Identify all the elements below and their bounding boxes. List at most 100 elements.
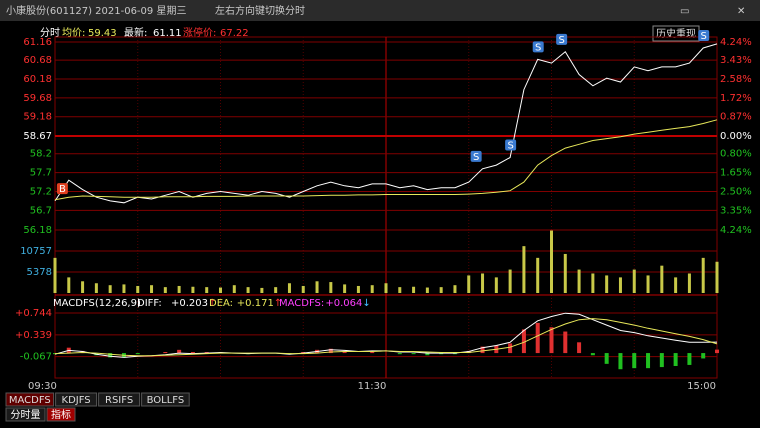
y2-tick-label: 0.80% [720, 149, 752, 160]
y2-tick-label: 4.24% [720, 37, 752, 48]
y2-tick-label: 1.72% [720, 93, 752, 104]
avg-value: 59.43 [88, 28, 117, 39]
volume-bar [660, 265, 664, 293]
y-tick-label: 60.18 [23, 74, 52, 85]
volume-bar [550, 230, 553, 293]
macd-bar [177, 349, 182, 354]
macd-bar [108, 353, 113, 358]
avg-label: 均价: [62, 27, 85, 39]
close-button[interactable]: ✕ [737, 6, 745, 17]
volume-bar [108, 285, 112, 293]
y2-tick-label: 1.65% [720, 168, 752, 179]
trade-marker-label: S [535, 42, 541, 53]
bottom-tab-label[interactable]: 分时量 [11, 409, 41, 421]
trade-marker-label: S [507, 141, 513, 152]
y-tick-label: 59.18 [23, 112, 52, 123]
y-tick-label: 10757 [20, 246, 52, 257]
volume-bar [646, 275, 650, 293]
macd-bar [715, 349, 719, 354]
volume-bar [136, 285, 140, 293]
volume-bar [481, 273, 485, 293]
bottom-tab[interactable] [46, 407, 76, 422]
macd-bar [53, 353, 57, 355]
volume-bar [81, 281, 85, 293]
volume-bar [191, 286, 195, 293]
volume-bar [536, 257, 540, 293]
tab-label[interactable]: MACDFS [9, 395, 51, 406]
tab[interactable] [141, 392, 190, 407]
x-tick-label: 11:30 [358, 381, 387, 392]
macd-stat-arrow: ↑ [208, 298, 216, 309]
volume-bar [356, 285, 360, 293]
limit-value: 67.22 [220, 28, 249, 39]
y-tick-label: 56.7 [30, 205, 52, 216]
volume-bar [150, 285, 154, 293]
volume-bar [53, 257, 57, 293]
volume-bar [246, 287, 250, 293]
y-tick-label: 61.16 [23, 37, 52, 48]
volume-bar [232, 285, 236, 293]
minimize-button[interactable]: ▭ [680, 6, 689, 17]
macd-bar [508, 343, 513, 354]
volume-bar [287, 283, 291, 293]
title-bar [0, 0, 760, 21]
window-title: 小康股份(601127) 2021-06-09 星期三 [6, 4, 186, 17]
volume-bar [563, 253, 567, 293]
y2-tick-label: 2.50% [720, 186, 752, 197]
macd-bar [590, 353, 595, 356]
macd-stat-arrow: ↑ [274, 298, 282, 309]
tab[interactable] [98, 392, 141, 407]
trade-marker-label: S [558, 35, 564, 46]
volume-bar [577, 269, 581, 293]
volume-bar [67, 277, 71, 293]
volume-bar [618, 277, 622, 293]
volume-bar [605, 275, 609, 293]
macd-bar [577, 342, 582, 354]
macd-bar [411, 353, 416, 355]
macd-bar [370, 352, 375, 354]
volume-bar [384, 283, 388, 293]
y2-tick-label: 3.35% [720, 205, 752, 216]
volume-bar [591, 273, 595, 293]
tab[interactable] [55, 392, 98, 407]
price-line [54, 43, 718, 204]
macd-stat-value: +0.171 [237, 298, 274, 309]
volume-bar [205, 287, 209, 293]
trade-marker [470, 150, 482, 162]
tab-label[interactable]: KDJFS [62, 395, 91, 406]
mode-label: 分时 [40, 27, 60, 39]
macd-stat-label: MACDFS: [279, 298, 324, 309]
volume-bar [632, 269, 636, 293]
volume-bar [315, 281, 319, 293]
bottom-tab-label[interactable]: 指标 [51, 408, 71, 421]
trade-marker [505, 139, 517, 151]
y2-tick-label: 2.58% [720, 74, 752, 85]
tab[interactable] [5, 392, 55, 407]
volume-bar [453, 285, 457, 293]
y-tick-label: 58.2 [30, 149, 52, 160]
history-button-label[interactable]: 历史重现 [656, 27, 696, 40]
macd-bar [687, 353, 692, 365]
avg-line [54, 119, 718, 201]
tab-label[interactable]: RSIFS [105, 395, 133, 406]
trade-marker-label: S [701, 31, 707, 42]
macd-bar [646, 353, 651, 369]
macd-bar [701, 353, 706, 359]
volume-bar [701, 257, 705, 293]
volume-bar [301, 285, 305, 293]
bottom-tab[interactable] [5, 407, 46, 422]
tab-label[interactable]: BOLLFS [147, 395, 185, 406]
y-tick-label: 56.18 [23, 225, 52, 236]
y-tick-label: +0.744 [15, 308, 52, 319]
volume-bar [219, 287, 222, 293]
macd-bar [328, 348, 333, 354]
volume-bar [687, 273, 691, 293]
last-value: 61.11 [153, 28, 182, 39]
macd-bar [535, 322, 540, 354]
macd-stat-value: +0.203 [171, 298, 208, 309]
macd-bar [618, 353, 623, 370]
macd-stat-label: DIFF: [137, 298, 162, 309]
trade-marker [556, 33, 568, 45]
volume-bar [715, 261, 719, 293]
